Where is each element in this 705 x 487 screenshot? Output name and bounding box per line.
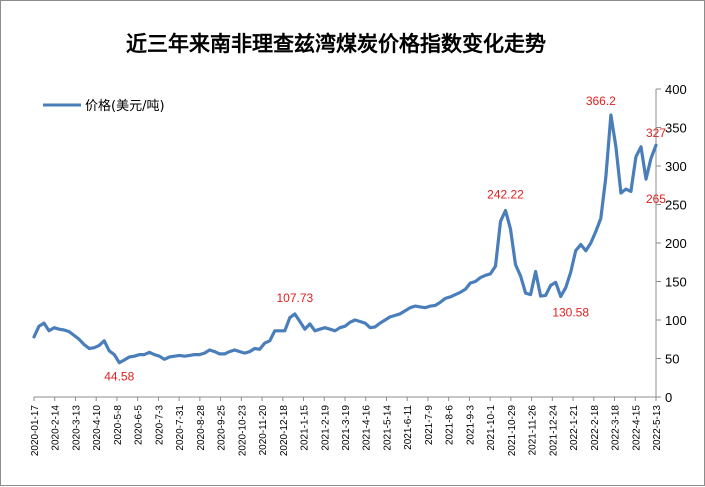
- y-tick-label: 150: [665, 275, 687, 290]
- x-tick-label: 2021-9-3: [465, 405, 476, 445]
- series-line: [34, 115, 656, 363]
- x-tick-label: 2020-2-14: [51, 405, 62, 451]
- series-layer: [34, 115, 656, 363]
- y-tick-label: 350: [665, 121, 687, 136]
- x-tick-label: 2020-4-10: [92, 405, 103, 451]
- x-tick-label: 2021-7-9: [424, 405, 435, 445]
- x-tick-label: 2021-8-6: [445, 405, 456, 445]
- y-tick-label: 50: [665, 352, 679, 367]
- data-label: 366.2: [586, 94, 616, 108]
- legend: 价格(美元/吨): [43, 98, 165, 114]
- x-tick-label: 2021-4-16: [362, 405, 373, 451]
- x-tick-label: 2021-3-19: [341, 405, 352, 451]
- x-tick-label: 2021-10-29: [507, 405, 518, 457]
- x-tick-label: 2021-6-11: [403, 405, 414, 450]
- axes: [34, 89, 656, 397]
- chart-title: 近三年来南非理查兹湾煤炭价格指数变化走势: [126, 32, 546, 56]
- x-axis-ticks: 2020-01-17 2020-2-14 2020-3-13 2020-4-10 202…: [30, 397, 663, 456]
- x-tick-label: 2020-12-18: [279, 405, 290, 457]
- x-tick-label: 2022-2-18: [590, 405, 601, 451]
- x-tick-label: 2021-5-14: [382, 405, 393, 451]
- y-tick-label: 100: [665, 313, 687, 328]
- x-tick-label: 2020-6-5: [134, 405, 145, 445]
- y-tick-label: 250: [665, 198, 687, 213]
- x-tick-label: 2022-3-18: [611, 405, 622, 451]
- x-tick-label: 2022-5-13: [652, 405, 663, 451]
- x-tick-label: 2022-4-15: [631, 405, 642, 451]
- x-tick-label: 2021-11-26: [528, 405, 539, 456]
- x-tick-label: 2021-1-15: [300, 405, 311, 451]
- legend-label: 价格(美元/吨): [85, 98, 165, 114]
- x-tick-label: 2020-7-3: [154, 405, 165, 445]
- data-label: 107.73: [276, 291, 313, 305]
- x-tick-label: 2020-3-13: [71, 405, 82, 451]
- data-label: 242.22: [487, 187, 524, 201]
- x-tick-label: 2021-2-19: [320, 405, 331, 451]
- data-label: 130.58: [552, 305, 589, 319]
- y-tick-label: 0: [665, 390, 672, 405]
- data-label: 265: [646, 192, 666, 206]
- x-tick-label: 2020-11-20: [258, 405, 269, 456]
- x-tick-label: 2021-10-1: [486, 405, 497, 451]
- y-tick-label: 400: [665, 82, 687, 97]
- data-label: 44.58: [104, 370, 134, 384]
- x-tick-label: 2020-5-8: [113, 405, 124, 445]
- data-labels: 44.58 107.73 242.22 130.58 366.2 265 327: [104, 94, 666, 384]
- x-tick-label: 2020-10-23: [237, 405, 248, 457]
- x-tick-label: 2020-9-25: [217, 405, 228, 451]
- x-tick-label: 2020-7-31: [175, 405, 186, 451]
- y-tick-label: 300: [665, 159, 687, 174]
- x-tick-label: 2020-8-28: [196, 405, 207, 451]
- x-tick-label: 2020-01-17: [30, 405, 41, 457]
- x-tick-label: 2022-1-21: [569, 405, 580, 451]
- data-label: 327: [646, 126, 666, 140]
- x-tick-label: 2021-12-24: [548, 405, 559, 457]
- y-tick-label: 200: [665, 236, 687, 251]
